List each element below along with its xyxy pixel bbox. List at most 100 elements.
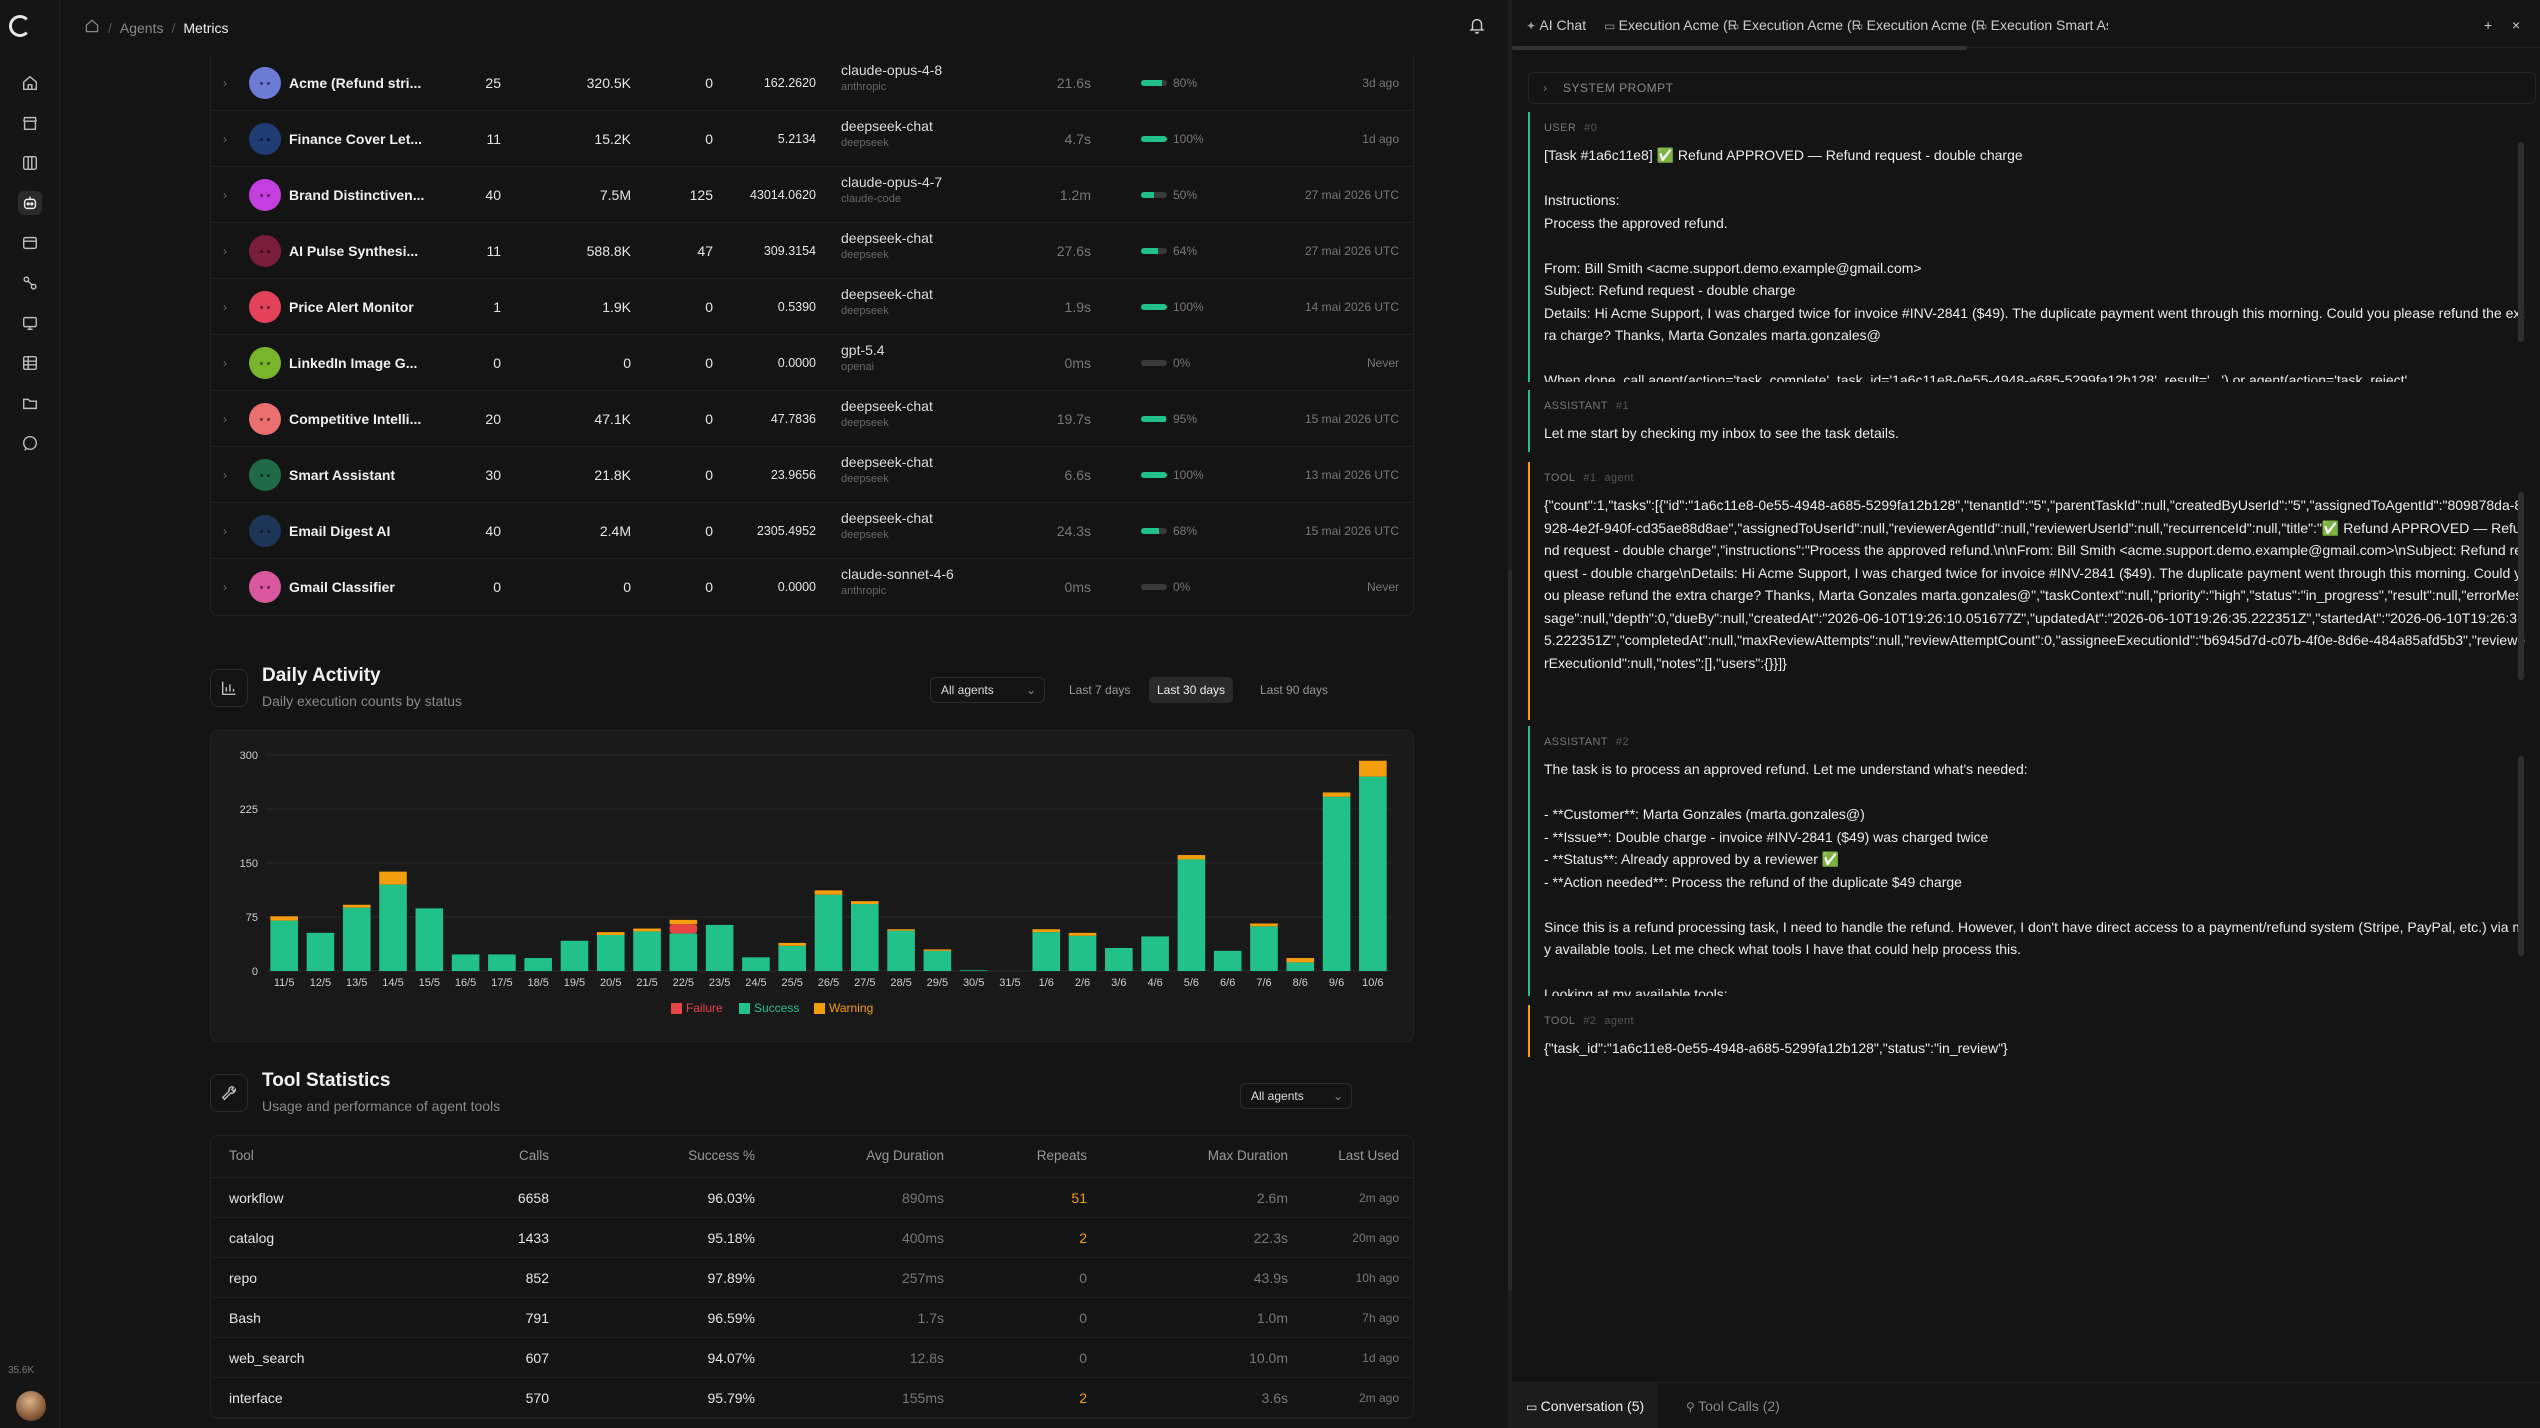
agent-name[interactable]: Competitive Intelli... [289, 411, 422, 427]
chevron-down-icon: ⌄ [1332, 1089, 1343, 1103]
table-icon[interactable] [18, 351, 42, 375]
agent-name[interactable]: Gmail Classifier [289, 579, 395, 595]
table-row[interactable]: repo 852 97.89% 257ms 0 43.9s 10h ago [211, 1258, 1413, 1298]
bar-success [705, 924, 734, 971]
bottom-tab[interactable]: ⚲ Tool Calls (2) [1672, 1383, 1794, 1428]
bottom-tab[interactable]: ▭ Conversation (5) [1512, 1383, 1659, 1428]
chevron-right-icon[interactable]: › [223, 580, 227, 594]
home-icon[interactable] [84, 18, 100, 37]
bell-icon[interactable] [1468, 16, 1486, 37]
main-scrollbar[interactable] [1508, 570, 1512, 1290]
range-tab[interactable]: Last 90 days [1260, 683, 1329, 697]
chevron-right-icon[interactable]: › [223, 412, 227, 426]
agent-row[interactable]: › Gmail Classifier 0 0 0 0.0000 claude-sonnet-… [211, 559, 1413, 615]
message-scrollbar[interactable] [2518, 492, 2524, 680]
chevron-right-icon[interactable]: › [223, 300, 227, 314]
agent-name[interactable]: Acme (Refund stri... [289, 75, 422, 91]
agent-name[interactable]: Price Alert Monitor [289, 299, 414, 315]
agent-row[interactable]: › Competitive Intelli... 20 47.1K 0 47.7836 de… [211, 391, 1413, 447]
daily-activity-chart: 0 75 150 225 300 11/5 12/5 13/5 14/5 15/5 16/5 17/5… [210, 730, 1414, 1042]
tool-repeats: 51 [1071, 1190, 1087, 1206]
store-icon[interactable] [18, 111, 42, 135]
panel-tab[interactable]: ✦ AI Chat [1526, 0, 1610, 48]
x-tick-label: 30/5 [963, 977, 984, 989]
agent-row[interactable]: › Acme (Refund stri... 25 320.5K 0 162.2620 cl… [211, 55, 1413, 111]
column-header[interactable]: Repeats [1036, 1148, 1087, 1163]
chat-icon[interactable] [18, 431, 42, 455]
agent-avatar [249, 403, 281, 435]
agent-row[interactable]: › AI Pulse Synthesi... 11 588.8K 47 309.3154 d… [211, 223, 1413, 279]
chevron-right-icon[interactable]: › [223, 188, 227, 202]
select-value: All agents [941, 683, 994, 697]
table-row[interactable]: Bash 791 96.59% 1.7s 0 1.0m 7h ago [211, 1298, 1413, 1338]
column-header[interactable]: Success % [688, 1148, 755, 1163]
new-tab-button[interactable]: + [2484, 17, 2493, 33]
table-row[interactable]: web_search 607 94.07% 12.8s 0 10.0m 1d ago [211, 1338, 1413, 1378]
panel-tab[interactable]: ▭ Execution Acme (R... [1728, 0, 1860, 48]
home-icon[interactable] [18, 71, 42, 95]
message-icon: ▭ [1604, 19, 1619, 33]
chevron-right-icon[interactable]: › [223, 524, 227, 538]
chevron-right-icon[interactable]: › [223, 468, 227, 482]
agent-row[interactable]: › Email Digest AI 40 2.4M 0 2305.4952 deepseek… [211, 503, 1413, 559]
agent-row[interactable]: › Finance Cover Let... 11 15.2K 0 5.2134 deeps… [211, 111, 1413, 167]
bot-icon[interactable] [18, 191, 42, 215]
app-logo[interactable] [9, 15, 31, 37]
table-row[interactable]: catalog 1433 95.18% 400ms 2 22.3s 20m ago [211, 1218, 1413, 1258]
column-header[interactable]: Last Used [1338, 1148, 1399, 1163]
bar-warning [342, 904, 371, 908]
agent-avatar [249, 123, 281, 155]
column-header[interactable]: Avg Duration [866, 1148, 944, 1163]
bar-warning [1322, 792, 1351, 797]
agent-name[interactable]: Finance Cover Let... [289, 131, 423, 147]
close-panel-icon[interactable]: × [2512, 17, 2521, 33]
window-icon[interactable] [18, 231, 42, 255]
message-scrollbar[interactable] [2518, 142, 2524, 342]
x-tick-label: 28/5 [890, 977, 911, 989]
folder-icon[interactable] [18, 391, 42, 415]
range-tab[interactable]: Last 30 days [1149, 677, 1234, 703]
agent-tokens: 7.5M [599, 187, 631, 203]
legend-swatch [739, 1003, 750, 1014]
column-header[interactable]: Max Duration [1207, 1148, 1288, 1163]
chevron-right-icon[interactable]: › [223, 244, 227, 258]
bar-success [1322, 796, 1351, 971]
chevron-right-icon[interactable]: › [223, 132, 227, 146]
success-bar-fill [1141, 80, 1162, 86]
workflow-icon[interactable] [18, 271, 42, 295]
agent-row[interactable]: › Price Alert Monitor 1 1.9K 0 0.5390 deepseek… [211, 279, 1413, 335]
daily-agent-select[interactable]: All agents ⌄ [930, 677, 1045, 703]
model-name: deepseek-chat [841, 286, 933, 302]
agent-name[interactable]: LinkedIn Image G... [289, 355, 418, 371]
chevron-right-icon[interactable]: › [223, 356, 227, 370]
message-user: USER #0 [Task #1a6c11e8] ✅ Refund APPROVED… [1528, 112, 2526, 382]
success-percent: 100% [1173, 300, 1204, 314]
panel-tab[interactable]: ▭ Execution Acme (R... [1852, 0, 1984, 48]
tabs-scrollbar[interactable] [1512, 46, 1967, 50]
user-avatar[interactable] [16, 1391, 46, 1421]
tools-agent-select[interactable]: All agents ⌄ [1240, 1083, 1352, 1109]
panel-tab[interactable]: ▭ Execution Acme (R... [1604, 0, 1736, 48]
agent-name[interactable]: AI Pulse Synthesi... [289, 243, 419, 259]
panel-tab[interactable]: ▭ Execution Smart As... [1976, 0, 2108, 48]
column-header[interactable]: Calls [518, 1148, 549, 1163]
monitor-icon[interactable] [18, 311, 42, 335]
agent-row[interactable]: › LinkedIn Image G... 0 0 0 0.0000 gpt-5.4 open… [211, 335, 1413, 391]
agent-row[interactable]: › Smart Assistant 30 21.8K 0 23.9656 deepseek-… [211, 447, 1413, 503]
system-prompt-toggle[interactable]: › SYSTEM PROMPT [1528, 72, 2536, 104]
agent-name[interactable]: Email Digest AI [289, 523, 391, 539]
agent-model: claude-opus-4-8 anthropic [841, 62, 942, 96]
panel-resize-handle[interactable] [1508, 0, 1512, 1428]
column-header[interactable]: Tool [229, 1148, 254, 1163]
agent-name[interactable]: Brand Distinctiven... [289, 187, 425, 203]
agent-row[interactable]: › Brand Distinctiven... 40 7.5M 125 43014.062… [211, 167, 1413, 223]
table-row[interactable]: workflow 6658 96.03% 890ms 51 2.6m 2m ago [211, 1178, 1413, 1218]
message-scrollbar[interactable] [2518, 756, 2524, 956]
range-tab[interactable]: Last 7 days [1069, 683, 1131, 697]
chevron-right-icon[interactable]: › [223, 76, 227, 90]
table-row[interactable]: interface 570 95.79% 155ms 2 3.6s 2m ago [211, 1378, 1413, 1418]
breadcrumb-agents[interactable]: Agents [119, 19, 164, 36]
usage-count: 35.6K [8, 1365, 35, 1376]
agent-name[interactable]: Smart Assistant [289, 467, 396, 483]
columns-icon[interactable] [18, 151, 42, 175]
